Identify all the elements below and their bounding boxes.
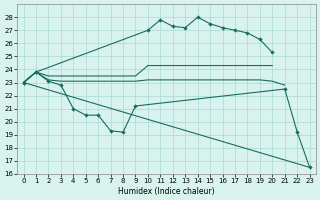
X-axis label: Humidex (Indice chaleur): Humidex (Indice chaleur)	[118, 187, 215, 196]
